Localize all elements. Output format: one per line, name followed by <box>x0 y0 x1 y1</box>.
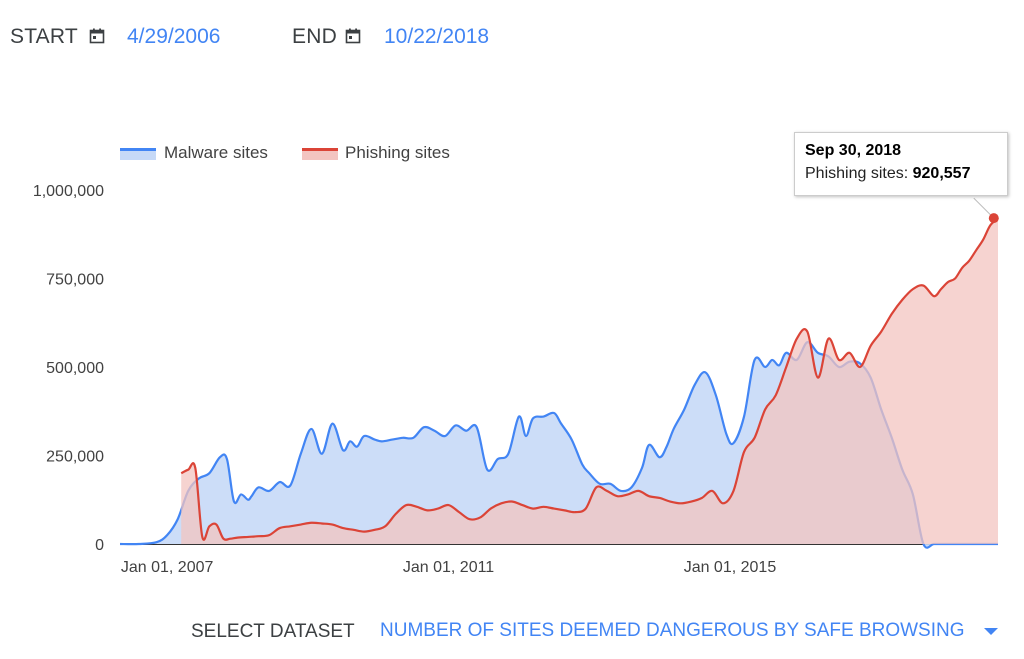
date-range-bar: START 4/29/2006 END 10/22/2018 <box>0 0 1024 76</box>
highlight-point[interactable] <box>988 213 999 224</box>
dataset-selector-bar: SELECT DATASET NUMBER OF SITES DEEMED DA… <box>0 612 1024 652</box>
legend-item-malware[interactable]: Malware sites <box>120 143 268 162</box>
area-chart: Malware sites Phishing sites 0 250,000 500… <box>33 143 999 576</box>
x-axis: Jan 01, 2007 Jan 01, 2011 Jan 01, 2015 <box>120 544 998 576</box>
tooltip-line: Phishing sites: 920,557 <box>805 165 997 183</box>
y-tick-label: 250,000 <box>46 449 104 466</box>
tooltip-date: Sep 30, 2018 <box>805 142 902 159</box>
y-tick-label: 750,000 <box>46 272 104 289</box>
plot-area <box>119 197 999 549</box>
legend-line-phishing <box>302 148 338 151</box>
start-label: START <box>10 25 78 48</box>
y-tick-label: 500,000 <box>46 360 104 377</box>
chart-legend: Malware sites Phishing sites <box>120 143 450 162</box>
y-tick-label: 0 <box>95 537 104 554</box>
legend-label-malware: Malware sites <box>164 143 268 162</box>
legend-item-phishing[interactable]: Phishing sites <box>302 143 450 162</box>
end-label: END <box>292 25 337 48</box>
chart-tooltip: Sep 30, 2018 Phishing sites: 920,557 <box>794 132 1008 196</box>
dataset-label: SELECT DATASET <box>191 621 355 642</box>
end-date-input[interactable]: 10/22/2018 <box>384 25 490 48</box>
chevron-down-icon <box>984 628 998 635</box>
dataset-dropdown[interactable]: NUMBER OF SITES DEEMED DANGEROUS BY SAFE… <box>380 618 998 646</box>
legend-line-malware <box>120 148 156 151</box>
x-tick-label: Jan 01, 2007 <box>121 559 214 576</box>
legend-label-phishing: Phishing sites <box>345 143 450 162</box>
tooltip-value: 920,557 <box>912 165 971 182</box>
y-tick-label: 1,000,000 <box>33 183 104 200</box>
series-line-phishing <box>180 217 999 541</box>
dataset-selected-value: NUMBER OF SITES DEEMED DANGEROUS BY SAFE… <box>380 620 965 641</box>
start-date-input[interactable]: 4/29/2006 <box>127 25 221 48</box>
calendar-icon[interactable] <box>345 28 361 44</box>
tooltip-series-label: Phishing sites: <box>805 165 909 182</box>
x-tick-label: Jan 01, 2011 <box>403 559 494 576</box>
x-tick-label: Jan 01, 2015 <box>684 559 777 576</box>
y-axis: 0 250,000 500,000 750,000 1,000,000 <box>33 183 104 554</box>
series-area-phishing <box>181 218 998 545</box>
calendar-icon[interactable] <box>89 28 105 44</box>
